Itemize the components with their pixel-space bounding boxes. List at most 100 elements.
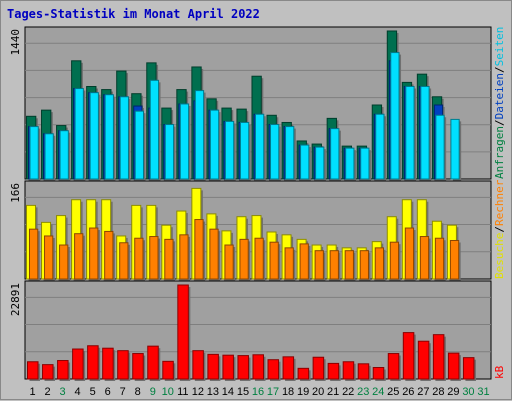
bar-rechner [284, 247, 294, 280]
bar-rechner [314, 250, 324, 280]
legend-entry: / [493, 66, 506, 73]
day-label: 27 [417, 386, 429, 398]
legend-entry: Seiten [493, 27, 506, 67]
bar-seiten [209, 109, 220, 180]
day-label: 15 [237, 386, 249, 398]
bar-seiten [239, 121, 250, 180]
day-label: 14 [222, 386, 234, 398]
day-label: 31 [477, 386, 489, 398]
bar-rechner [74, 233, 84, 280]
day-label: 18 [282, 386, 294, 398]
day-label: 22 [342, 386, 354, 398]
bar-rechner [224, 244, 234, 280]
bar-seiten [405, 86, 415, 180]
bar-seiten [104, 94, 114, 180]
legend-entry: / [493, 226, 506, 233]
bar-rechner [359, 250, 369, 280]
day-label: 25 [387, 386, 399, 398]
bar-kb [132, 353, 144, 380]
bar-rechner [254, 237, 264, 280]
bar-seiten [285, 126, 295, 180]
bar-seiten [74, 88, 84, 180]
bar-rechner [209, 228, 219, 280]
bar-kb [117, 350, 129, 380]
bar-kb [462, 357, 475, 380]
bar-rechner [134, 237, 144, 280]
legend-entry: Rechner [493, 179, 506, 226]
bar-kb [432, 334, 445, 380]
legend-panel1: Anfragen/Dateien/Seiten [493, 27, 506, 179]
bar-kb [252, 354, 265, 380]
day-label: 1 [29, 386, 35, 398]
day-label: 19 [297, 386, 309, 398]
day-label: 9 [150, 386, 156, 398]
bar-rechner [149, 236, 159, 280]
bar-kb [282, 356, 295, 380]
bar-rechner [404, 227, 415, 280]
day-label: 26 [402, 386, 414, 398]
legend-entry: kB [493, 365, 506, 379]
day-label: 8 [135, 386, 141, 398]
bar-rechner [449, 239, 460, 280]
y-max-label: 1440 [9, 29, 22, 56]
bar-kb [177, 284, 189, 380]
bar-seiten [29, 126, 39, 180]
page-title: Tages-Statistik im Monat April 2022 [7, 7, 260, 21]
bar-seiten [119, 96, 129, 180]
bar-kb [147, 345, 159, 380]
bar-seiten [315, 146, 325, 180]
day-label: 7 [120, 386, 126, 398]
day-label: 13 [207, 386, 219, 398]
bar-seiten [450, 118, 460, 180]
bar-rechner [59, 244, 69, 280]
y-max-label: 166 [9, 183, 22, 203]
bar-rechner [299, 243, 309, 280]
bar-seiten [149, 79, 160, 180]
bar-kb [267, 359, 280, 380]
bar-kb [102, 347, 114, 380]
bar-seiten [224, 120, 235, 180]
bar-seiten [420, 86, 430, 180]
bar-seiten [270, 124, 280, 180]
bar-seiten [59, 130, 69, 180]
bar-rechner [164, 238, 174, 280]
bar-seiten [435, 114, 445, 180]
bar-seiten [330, 128, 340, 180]
bar-rechner [329, 250, 339, 280]
bar-rechner [389, 241, 400, 280]
bar-kb [162, 360, 174, 380]
bar-kb [402, 332, 415, 380]
day-label: 30 [462, 386, 474, 398]
bar-rechner [374, 247, 385, 280]
bar-rechner [194, 219, 204, 280]
day-label: 6 [105, 386, 111, 398]
bar-seiten [375, 113, 385, 180]
bar-kb [372, 367, 385, 380]
bar-seiten [89, 92, 99, 180]
bar-kb [27, 361, 39, 380]
bar-rechner [29, 228, 39, 280]
bar-kb [312, 356, 325, 380]
legend-entry: Anfragen [493, 126, 506, 179]
bar-kb [417, 340, 430, 380]
bar-seiten [194, 90, 205, 180]
day-label: 2 [44, 386, 50, 398]
day-label: 12 [192, 386, 204, 398]
day-label: 4 [75, 386, 81, 398]
day-label: 11 [177, 386, 188, 398]
bar-kb [222, 354, 234, 380]
day-label: 28 [432, 386, 444, 398]
day-label: 23 [357, 386, 369, 398]
bar-seiten [300, 144, 310, 180]
bar-rechner [419, 236, 430, 280]
day-label: 21 [327, 386, 339, 398]
legend-entry: / [493, 119, 506, 126]
legend-panel2: Besuche/Rechner [493, 179, 506, 279]
bar-kb [87, 345, 99, 380]
bar-kb [42, 364, 54, 380]
bar-kb [207, 353, 219, 380]
bar-rechner [239, 238, 249, 280]
bar-kb [327, 362, 340, 380]
